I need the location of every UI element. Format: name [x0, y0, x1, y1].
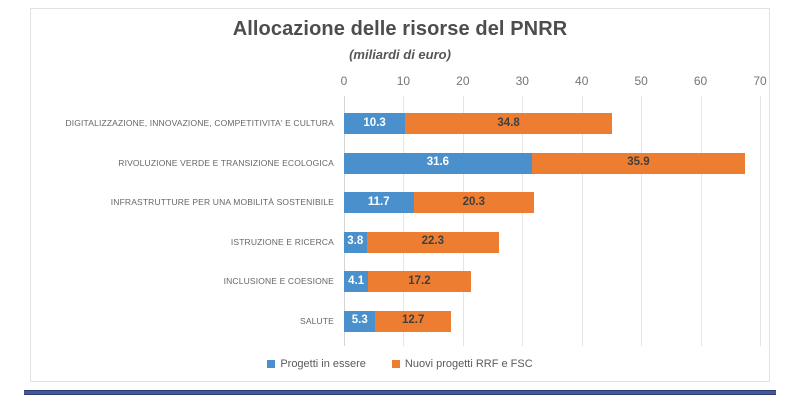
category-label: ISTRUZIONE E RICERCA: [230, 236, 334, 247]
bar-segment[interactable]: 3.8: [344, 231, 367, 253]
gridline-30: [522, 96, 524, 346]
bar-segment[interactable]: 12.7: [375, 310, 451, 332]
bar-segment[interactable]: 20.3: [413, 192, 535, 213]
bar-segment[interactable]: 35.9: [531, 152, 746, 174]
bar-row: 5.3 12.7: [344, 310, 760, 332]
gridline-60: [700, 96, 702, 346]
category-axis: DIGITALIZZAZIONE, INNOVAZIONE, COMPETITI…: [0, 0, 338, 409]
bar-value-label: 10.3: [363, 116, 386, 129]
bar-value-label: 31.6: [426, 156, 450, 169]
gridline-40: [581, 96, 583, 346]
bar-segment[interactable]: 5.3: [344, 310, 376, 332]
footer-divider: [24, 390, 776, 395]
bar-row: 31.6 35.9: [344, 152, 760, 174]
bar-row: 4.1 17.2: [344, 271, 760, 292]
legend-label: Nuovi progetti RRF e FSC: [404, 358, 533, 370]
bar-segment[interactable]: 17.2: [368, 271, 471, 292]
bar-row: 10.3 34.8: [344, 113, 760, 134]
x-tick-label: 10: [396, 74, 411, 88]
bar-value-label: 17.2: [408, 274, 431, 287]
bar-value-label: 3.8: [347, 235, 364, 248]
category-label: DIGITALIZZAZIONE, INNOVAZIONE, COMPETITI…: [65, 118, 334, 128]
chart-legend: Progetti in essere Nuovi progetti RRF e F…: [0, 358, 800, 370]
bar-segment[interactable]: 31.6: [344, 152, 532, 174]
category-label: INCLUSIONE E COESIONE: [223, 276, 334, 286]
category-label: SALUTE: [300, 315, 334, 326]
gridline-50: [641, 96, 643, 346]
legend-item[interactable]: Progetti in essere: [267, 358, 366, 370]
bar-value-label: 20.3: [462, 195, 486, 208]
bar-segment[interactable]: 10.3: [344, 113, 406, 134]
chart-title: Allocazione delle risorse del PNRR: [232, 18, 568, 40]
gridline-0: [344, 96, 345, 346]
bar-segment[interactable]: 11.7: [344, 192, 414, 213]
legend-swatch-icon: [267, 360, 276, 368]
bar-segment[interactable]: 34.8: [405, 113, 612, 134]
x-tick-label: 0: [340, 74, 348, 88]
category-label: RIVOLUZIONE VERDE E TRANSIZIONE ECOLOGIC…: [118, 157, 334, 168]
bar-value-label: 22.3: [421, 235, 445, 248]
chart-subtitle: (miliardi di euro): [349, 47, 451, 62]
bar-value-label: 35.9: [627, 156, 650, 169]
x-tick-label: 20: [456, 74, 470, 88]
bar-value-label: 11.7: [367, 195, 390, 208]
x-tick-label: 70: [753, 74, 767, 88]
x-tick-label: 30: [515, 74, 529, 88]
plot-area: 0 10 20 30 40 50 60 70 10.3 34.8 31.6 35.9 11.7 20.3 3…: [341, 74, 767, 346]
bar-value-label: 12.7: [402, 314, 425, 327]
gridline-20: [462, 96, 464, 346]
bar-value-label: 5.3: [351, 314, 368, 327]
legend-label: Progetti in essere: [280, 358, 366, 370]
x-tick-label: 50: [634, 74, 648, 88]
bar-value-label: 4.1: [348, 274, 365, 287]
bar-value-label: 34.8: [497, 116, 520, 129]
x-tick-label: 60: [693, 74, 708, 88]
legend-item[interactable]: Nuovi progetti RRF e FSC: [391, 358, 533, 370]
gridline-10: [403, 96, 405, 346]
bar-segment[interactable]: 22.3: [366, 231, 500, 253]
category-label: INFRASTRUTTURE PER UNA MOBILITÀ SOSTENIB…: [110, 197, 334, 207]
bar-row: 11.7 20.3: [344, 192, 760, 213]
legend-swatch-icon: [391, 360, 400, 368]
x-tick-label: 40: [575, 74, 589, 88]
gridline-70: [760, 96, 761, 346]
bar-segment[interactable]: 4.1: [344, 271, 369, 292]
bar-row: 3.8 22.3: [344, 231, 760, 253]
